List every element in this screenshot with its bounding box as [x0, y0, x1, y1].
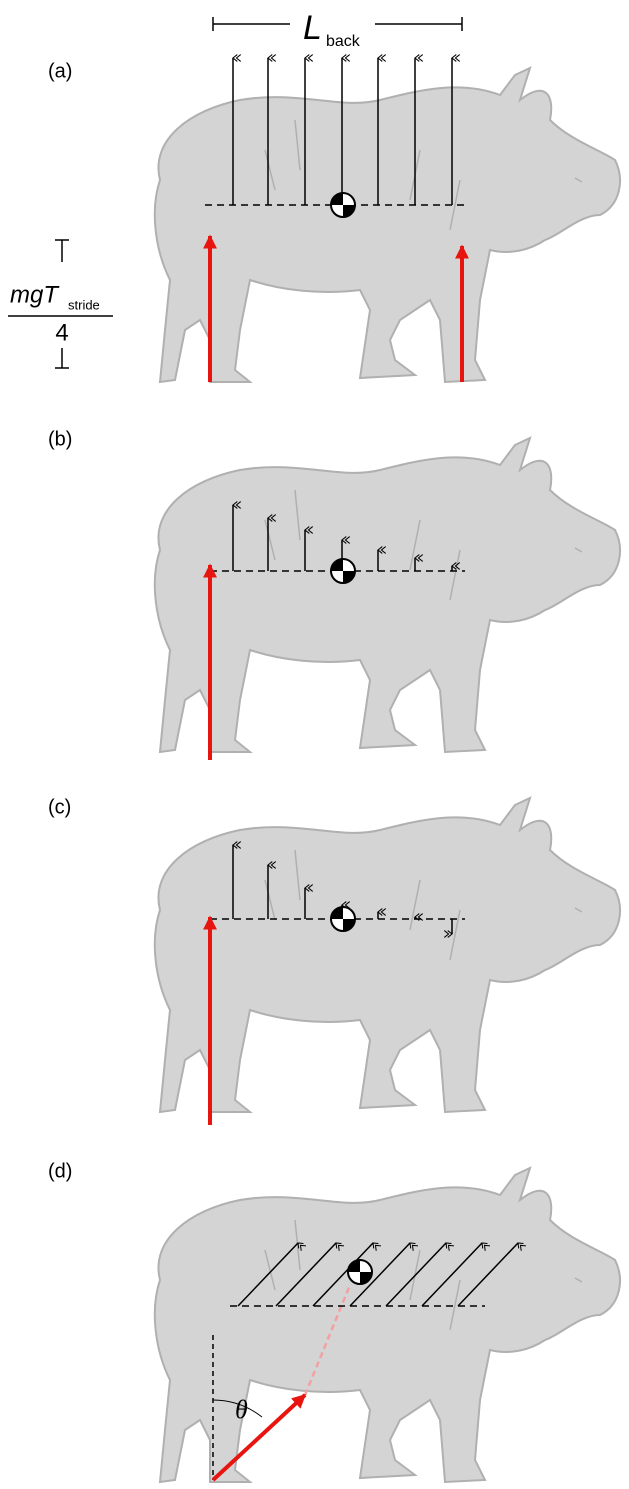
length-bracket [212, 17, 463, 31]
center-of-mass [331, 907, 355, 931]
impulse-arrow [457, 1242, 526, 1307]
center-of-mass [331, 193, 355, 217]
impulse-numerator: mgT [10, 281, 60, 308]
rhino-b [153, 437, 621, 753]
center-of-mass [348, 1260, 372, 1284]
angle-label: θ [235, 1395, 248, 1424]
rhino-a [153, 67, 621, 383]
impulse-arrow [349, 1242, 418, 1307]
panel-label: (d) [48, 1160, 72, 1182]
impulse-arrow [275, 1242, 344, 1307]
length-symbol: L [303, 9, 322, 47]
angle-arc [212, 1399, 263, 1418]
impulse-subscript: stride [68, 297, 100, 312]
impulse-arrow [237, 1242, 306, 1307]
impulse-arrow [312, 1242, 381, 1307]
impulse-arrow [385, 1242, 454, 1307]
rhino-c [153, 797, 621, 1113]
impulse-denominator: 4 [55, 319, 68, 346]
length-subscript: back [326, 33, 361, 50]
panel-label: (c) [48, 796, 71, 818]
ground-force [211, 1393, 307, 1482]
rhino-d [153, 1167, 621, 1483]
center-of-mass [331, 559, 355, 583]
impulse-bracket [8, 239, 113, 369]
panel-label: (b) [48, 428, 72, 450]
impulse-arrow [421, 1242, 490, 1307]
panel-label: (a) [48, 60, 72, 82]
